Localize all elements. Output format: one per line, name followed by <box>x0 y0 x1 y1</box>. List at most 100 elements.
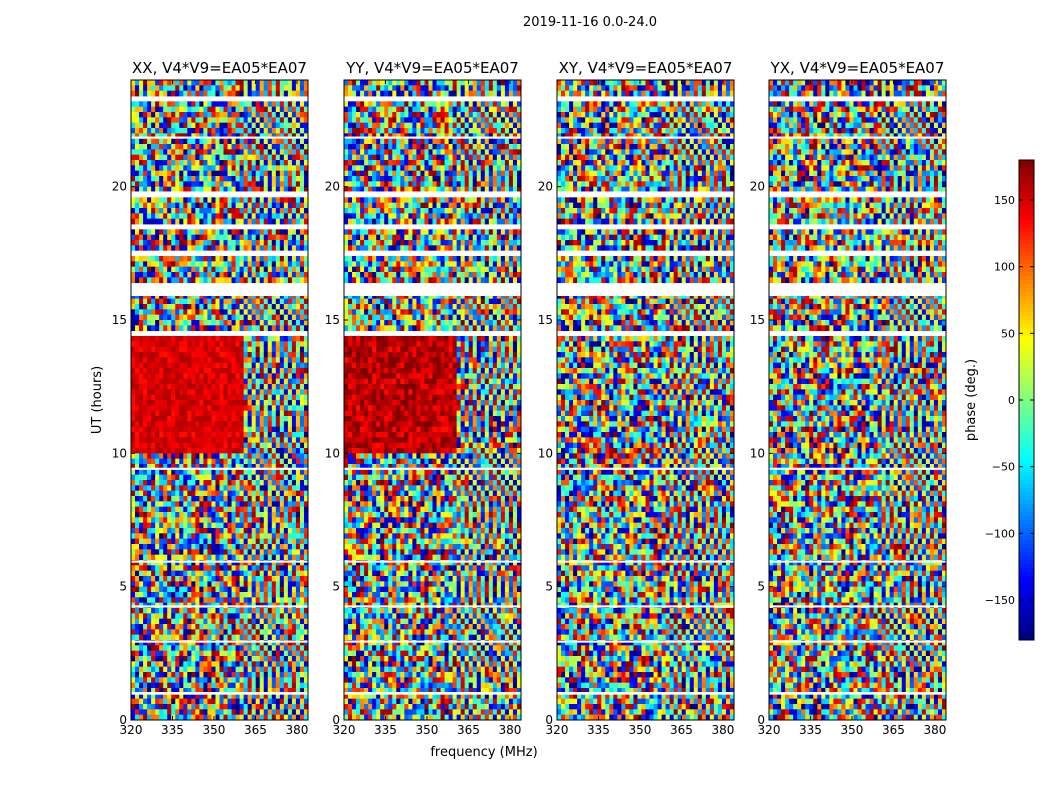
colorbar-swatch <box>1019 464 1034 469</box>
colorbar-tick-label: −150 <box>985 594 1015 607</box>
colorbar-swatch <box>1019 456 1034 461</box>
colorbar-swatch <box>1019 572 1034 577</box>
colorbar-tick-label: 100 <box>994 261 1015 274</box>
panel-title: YX, V4*V9=EA05*EA07 <box>770 59 945 77</box>
x-tick-label: 365 <box>457 723 480 737</box>
phase-heatmap <box>769 80 946 720</box>
colorbar-swatch <box>1019 512 1034 517</box>
y-tick-label: 0 <box>545 713 553 727</box>
colorbar-swatch <box>1019 384 1034 389</box>
y-tick-label: 10 <box>750 446 765 460</box>
colorbar-swatch <box>1019 220 1034 225</box>
colorbar-swatch <box>1019 408 1034 413</box>
colorbar-swatch <box>1019 548 1034 553</box>
colorbar-swatch <box>1019 544 1034 549</box>
y-tick-label: 15 <box>325 313 340 327</box>
colorbar-swatch <box>1019 184 1034 189</box>
x-tick-label: 335 <box>374 723 397 737</box>
colorbar-swatch <box>1019 532 1034 537</box>
colorbar-swatch <box>1019 176 1034 181</box>
x-tick-label: 320 <box>758 723 781 737</box>
colorbar-swatch <box>1019 448 1034 453</box>
colorbar-swatch <box>1019 584 1034 589</box>
colorbar-swatch <box>1019 604 1034 609</box>
x-tick-label: 365 <box>882 723 905 737</box>
colorbar-swatch <box>1019 172 1034 177</box>
colorbar-swatch <box>1019 472 1034 477</box>
colorbar-swatch <box>1019 292 1034 297</box>
colorbar-swatch <box>1019 296 1034 301</box>
panel-frame <box>343 79 522 721</box>
colorbar-swatch <box>1019 380 1034 385</box>
colorbar-swatch <box>1019 560 1034 565</box>
colorbar-swatch <box>1019 596 1034 601</box>
x-tick-label: 350 <box>629 723 652 737</box>
colorbar-swatch <box>1019 580 1034 585</box>
colorbar-swatch <box>1019 608 1034 613</box>
colorbar-tick-label: −50 <box>992 461 1015 474</box>
panel-frame <box>556 79 735 721</box>
colorbar-swatch <box>1019 488 1034 493</box>
y-tick-label: 0 <box>332 713 340 727</box>
colorbar-swatch <box>1019 348 1034 353</box>
y-tick-label: 0 <box>757 713 765 727</box>
colorbar-tick-label: 0 <box>1008 394 1015 407</box>
panel-xx: XX, V4*V9=EA05*EA07 320 335 350 365 380 0 5 10 15… <box>112 59 309 737</box>
colorbar-swatch <box>1019 252 1034 257</box>
phase-heatmap <box>131 80 308 720</box>
colorbar-swatch <box>1019 180 1034 185</box>
colorbar-swatch <box>1019 600 1034 605</box>
x-tick-label: 335 <box>799 723 822 737</box>
colorbar-swatch <box>1019 536 1034 541</box>
x-tick-label: 335 <box>161 723 184 737</box>
colorbar-swatch <box>1019 492 1034 497</box>
colorbar-swatch <box>1019 516 1034 521</box>
x-tick-label: 380 <box>923 723 946 737</box>
colorbar-swatch <box>1019 636 1034 641</box>
colorbar-swatch <box>1019 272 1034 277</box>
colorbar-swatch <box>1019 452 1034 457</box>
colorbar-swatch <box>1019 336 1034 341</box>
y-tick-label: 5 <box>119 580 127 594</box>
colorbar-swatch <box>1019 284 1034 289</box>
colorbar-swatch <box>1019 432 1034 437</box>
colorbar-swatch <box>1019 208 1034 213</box>
colorbar-swatch <box>1019 300 1034 305</box>
colorbar-swatch <box>1019 628 1034 633</box>
colorbar-swatch <box>1019 468 1034 473</box>
colorbar-swatch <box>1019 192 1034 197</box>
colorbar-swatch <box>1019 256 1034 261</box>
colorbar-swatch <box>1019 504 1034 509</box>
colorbar-tick-label: 50 <box>1001 327 1015 340</box>
colorbar-swatch <box>1019 460 1034 465</box>
y-tick-label: 5 <box>332 580 340 594</box>
colorbar-swatch <box>1019 344 1034 349</box>
colorbar-swatch <box>1019 372 1034 377</box>
colorbar-swatch <box>1019 320 1034 325</box>
x-tick-label: 350 <box>841 723 864 737</box>
colorbar-swatch <box>1019 412 1034 417</box>
y-tick-label: 10 <box>538 446 553 460</box>
panel-title: XY, V4*V9=EA05*EA07 <box>559 59 733 77</box>
y-tick-label: 5 <box>757 580 765 594</box>
colorbar-swatch <box>1019 240 1034 245</box>
panels-group: XX, V4*V9=EA05*EA07 320 335 350 365 380 0 5 10 15… <box>112 59 947 737</box>
colorbar-swatch <box>1019 528 1034 533</box>
colorbar-swatch <box>1019 340 1034 345</box>
y-tick-label: 15 <box>750 313 765 327</box>
panel-yx: YX, V4*V9=EA05*EA07 320 335 350 365 380 0 5 10 15… <box>750 59 947 737</box>
colorbar-swatch <box>1019 236 1034 241</box>
colorbar-swatch <box>1019 264 1034 269</box>
panel-frame <box>130 79 309 721</box>
colorbar-swatch <box>1019 288 1034 293</box>
colorbar-swatch <box>1019 588 1034 593</box>
colorbar-swatch <box>1019 316 1034 321</box>
colorbar-swatch <box>1019 260 1034 265</box>
colorbar-swatch <box>1019 436 1034 441</box>
colorbar-swatch <box>1019 196 1034 201</box>
colorbar-swatch <box>1019 476 1034 481</box>
colorbar-label: phase (deg.) <box>964 359 979 441</box>
colorbar-swatch <box>1019 420 1034 425</box>
colorbar-swatch <box>1019 508 1034 513</box>
